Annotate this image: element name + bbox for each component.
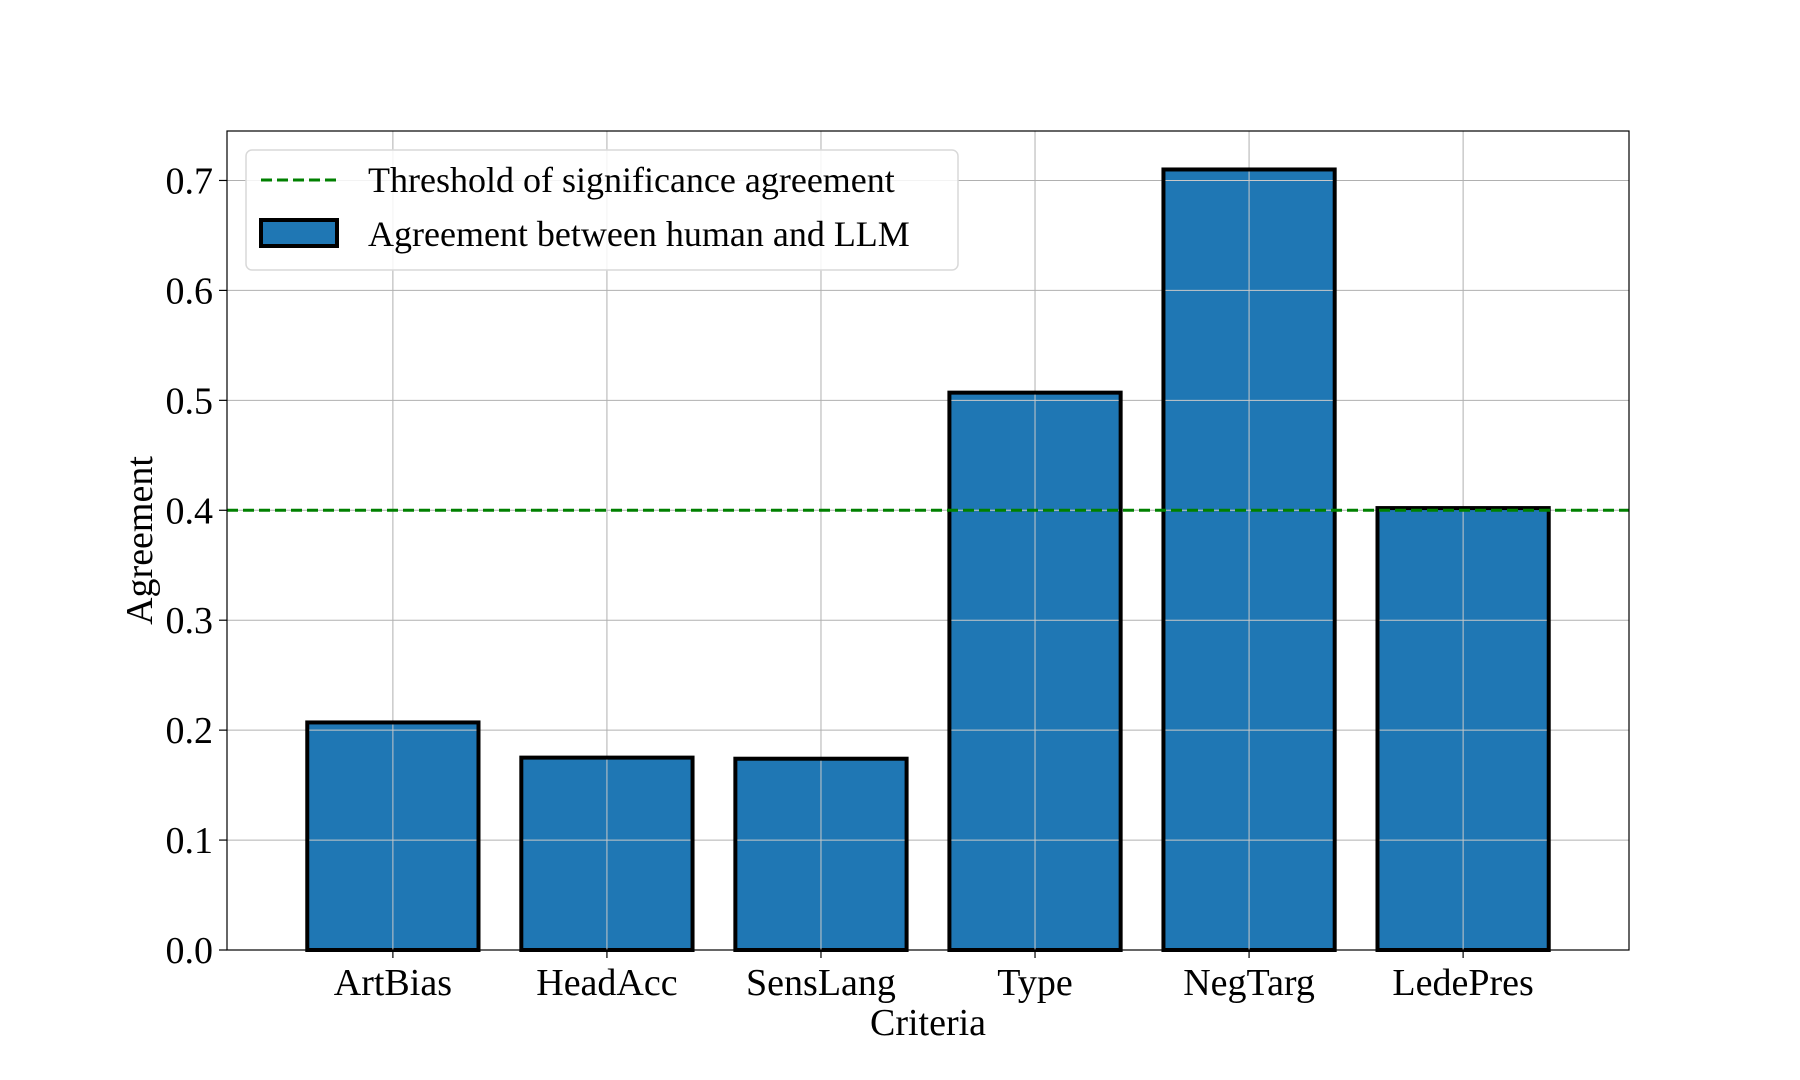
y-axis-label: Agreement (119, 456, 161, 625)
x-tick-label: SensLang (746, 962, 896, 1004)
plot-frame (226, 130, 1630, 951)
legend-box (245, 149, 959, 271)
y-tick-label: 0.7 (166, 160, 214, 202)
y-tick-label: 0.6 (166, 270, 214, 312)
legend-bar-label: Agreement between human and LLM (368, 214, 910, 254)
y-tick-label: 0.4 (166, 490, 214, 532)
y-axis-ticks: 0.0 0.1 0.2 0.3 0.4 0.5 0.6 0.7 (166, 160, 227, 972)
x-axis-label: Criteria (870, 1002, 986, 1044)
y-tick-label: 0.2 (166, 710, 214, 752)
y-tick-label: 0.5 (166, 380, 214, 422)
x-tick-label: LedePres (1392, 962, 1533, 1004)
legend: Threshold of significance agreement Agre… (245, 149, 959, 271)
legend-bar-swatch (259, 218, 339, 248)
x-tick-label: ArtBias (334, 962, 452, 1004)
y-tick-label: 0.1 (166, 820, 214, 862)
x-tick-label: NegTarg (1183, 962, 1315, 1004)
bars (305, 167, 1551, 953)
y-tick-label: 0.0 (166, 930, 214, 972)
x-axis-ticks: ArtBias HeadAcc SensLang Type NegTarg LedePre… (334, 950, 1534, 1004)
x-tick-label: HeadAcc (536, 962, 677, 1004)
x-tick-label: Type (997, 962, 1072, 1004)
y-tick-label: 0.3 (166, 600, 214, 642)
legend-threshold-label: Threshold of significance agreement (368, 160, 895, 200)
